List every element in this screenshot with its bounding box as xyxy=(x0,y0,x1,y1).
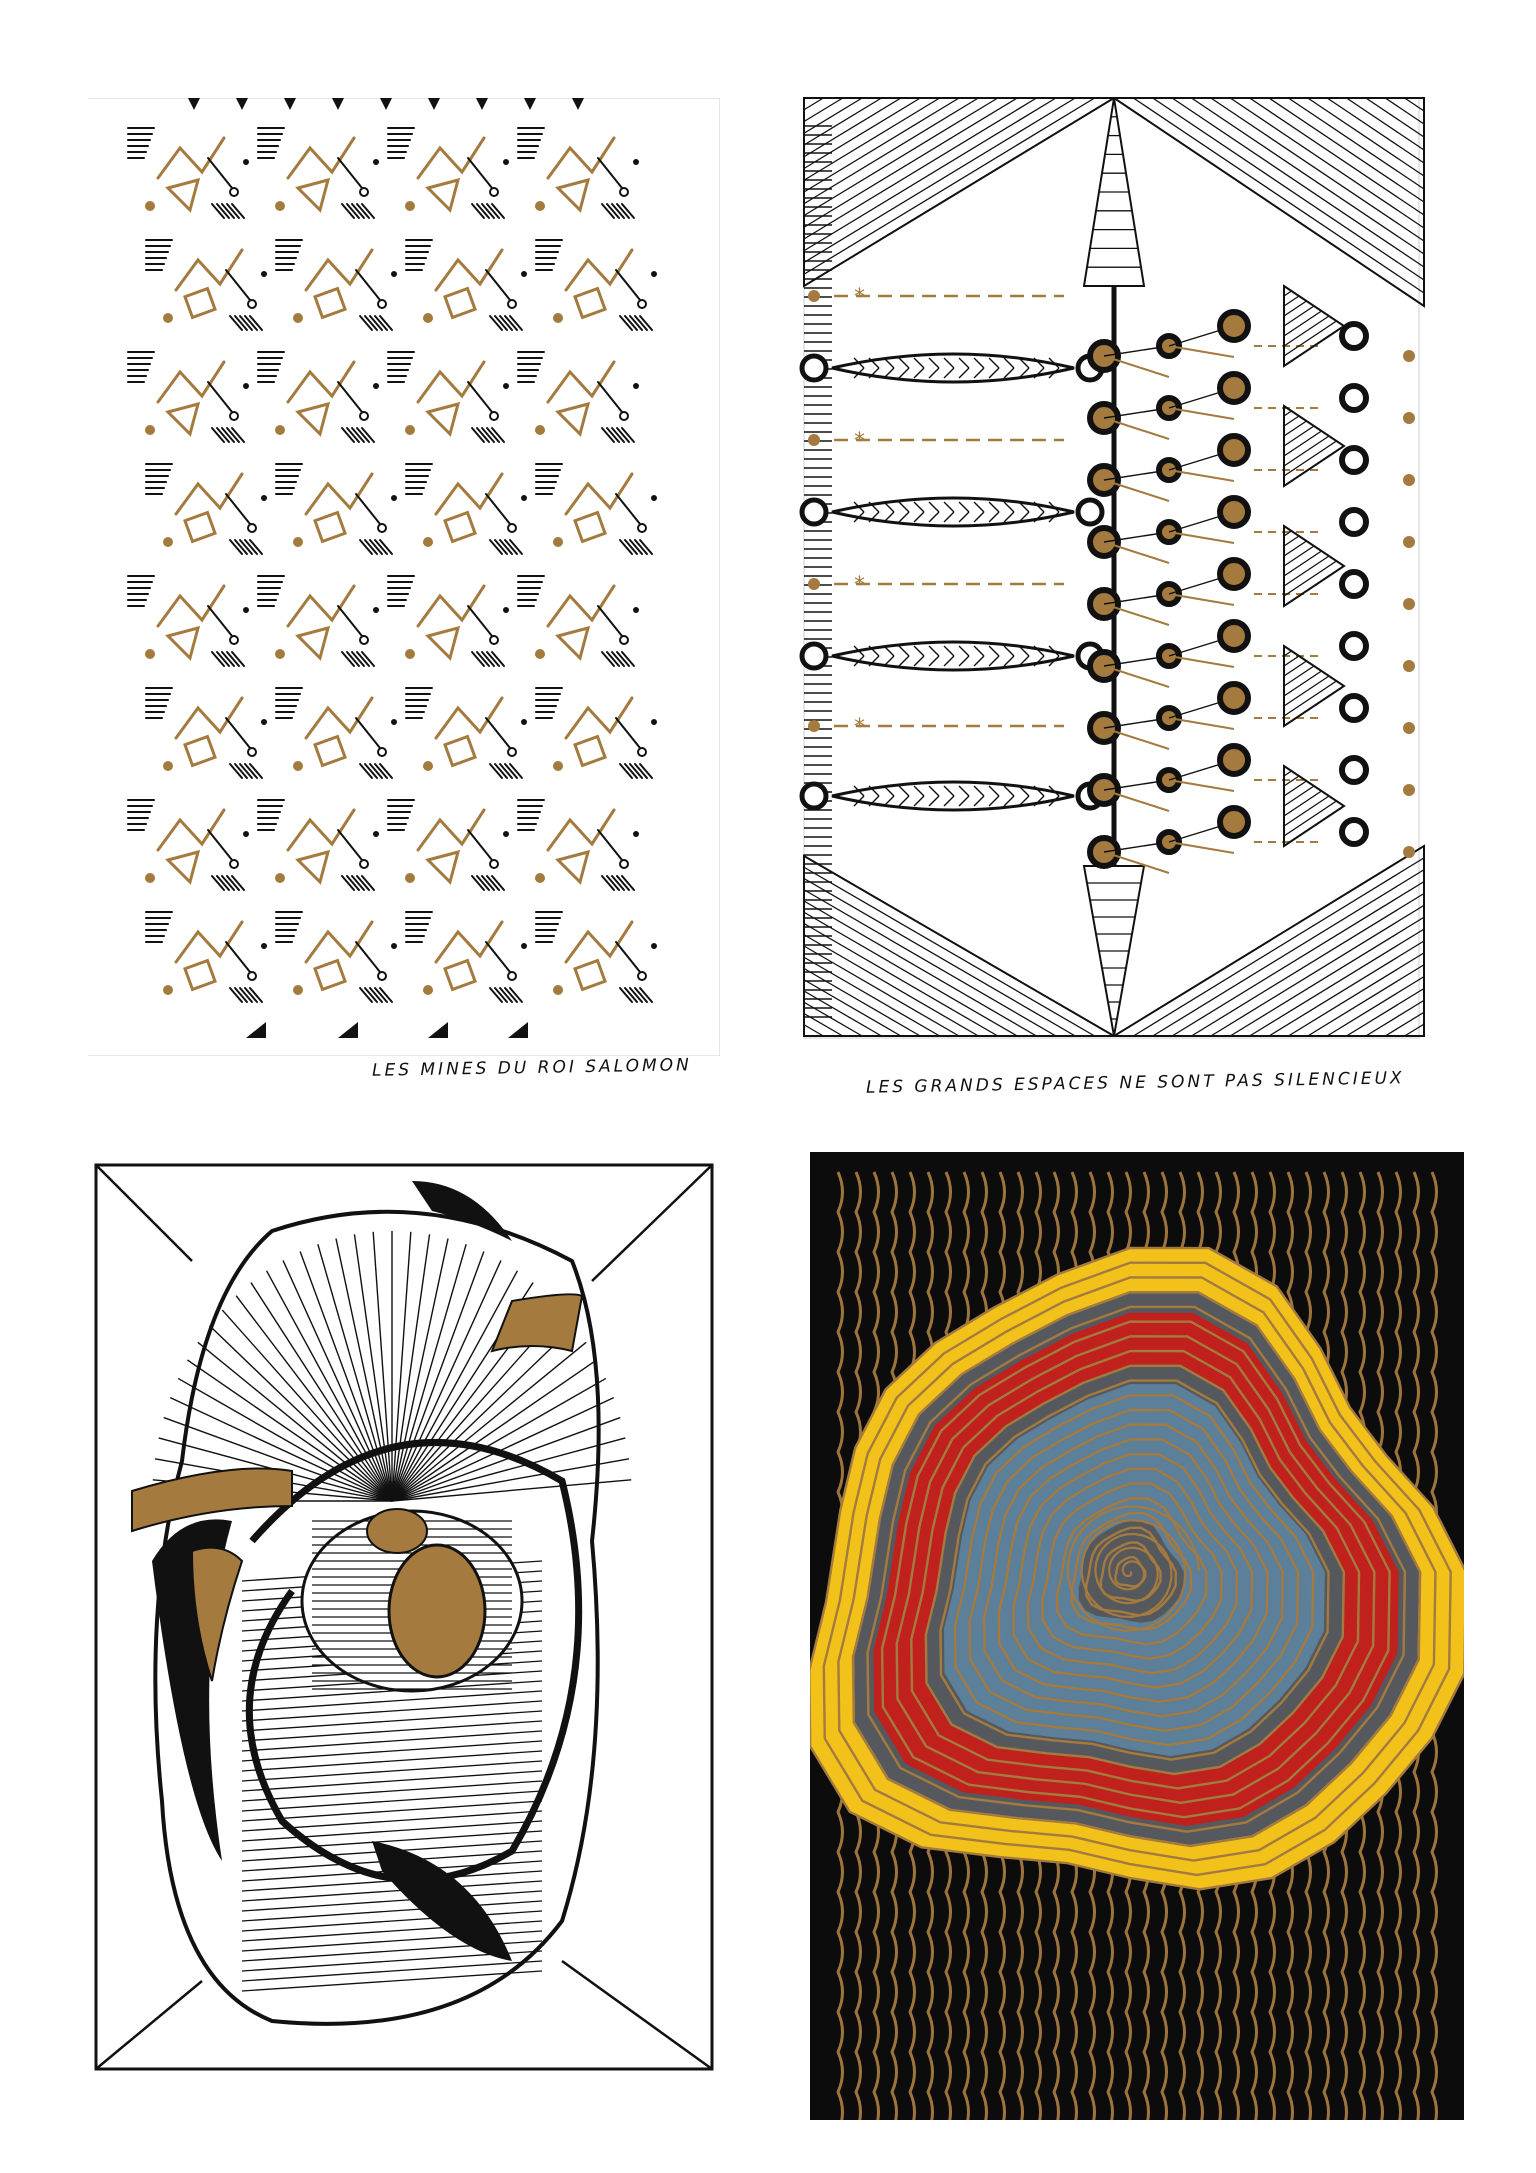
motif xyxy=(275,911,397,1003)
motif xyxy=(127,575,249,667)
motif xyxy=(257,127,379,219)
motif xyxy=(405,911,527,1003)
motif xyxy=(535,911,657,1003)
artwork-4-painting xyxy=(810,1152,1464,2120)
motif xyxy=(535,239,657,331)
motif xyxy=(275,463,397,555)
artwork-1-drawing xyxy=(88,98,720,1056)
artwork-shell-drawing xyxy=(92,1161,718,2075)
motif xyxy=(145,687,267,779)
artwork-concentric-painting xyxy=(810,1152,1464,2120)
motif xyxy=(517,799,639,891)
motif xyxy=(387,127,509,219)
paper-background xyxy=(784,86,1436,1054)
motif xyxy=(257,799,379,891)
motif xyxy=(145,463,267,555)
svg-text:*: * xyxy=(854,429,865,454)
artwork-3-drawing xyxy=(92,1161,718,2075)
motif xyxy=(535,463,657,555)
artwork-grands-espaces: * * * * xyxy=(784,86,1436,1054)
motif xyxy=(405,687,527,779)
motif xyxy=(405,463,527,555)
artwork-2-drawing: * * * * xyxy=(784,86,1436,1054)
motif xyxy=(275,239,397,331)
motif xyxy=(517,127,639,219)
motif xyxy=(387,575,509,667)
motif xyxy=(127,351,249,443)
motif xyxy=(127,127,249,219)
artwork-2-caption: LES GRANDS ESPACES NE SONT PAS SILENCIEU… xyxy=(865,1068,1405,1098)
motif xyxy=(517,575,639,667)
motif xyxy=(257,575,379,667)
svg-text:*: * xyxy=(854,715,865,740)
motif xyxy=(127,799,249,891)
motif xyxy=(535,687,657,779)
svg-text:*: * xyxy=(854,285,865,310)
motif xyxy=(145,239,267,331)
motif xyxy=(387,799,509,891)
svg-text:*: * xyxy=(854,573,865,598)
motif xyxy=(257,351,379,443)
artwork-1-caption: LES MINES DU ROI SALOMON xyxy=(371,1055,692,1081)
motif xyxy=(275,687,397,779)
motif xyxy=(145,911,267,1003)
motif xyxy=(405,239,527,331)
artwork-mines-du-roi-salomon xyxy=(88,98,720,1056)
motif xyxy=(387,351,509,443)
motif xyxy=(517,351,639,443)
